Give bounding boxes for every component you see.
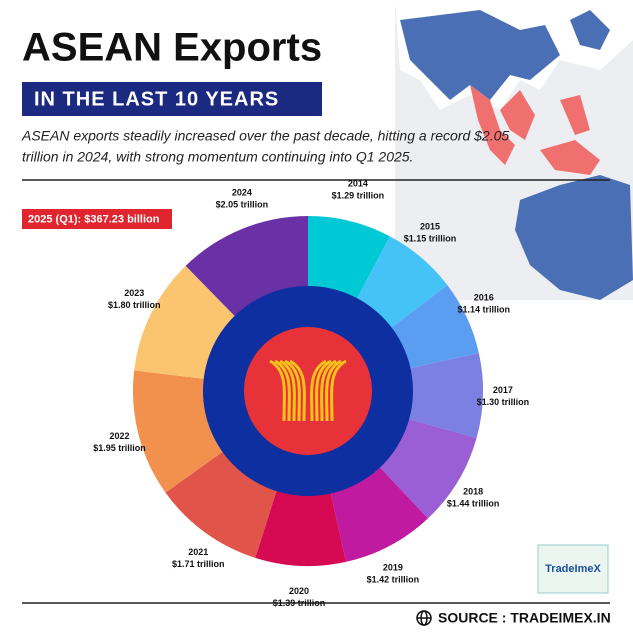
segment-year: 2020 (289, 586, 309, 596)
segment-year: 2017 (493, 385, 513, 395)
segment-value: $1.29 trillion (332, 190, 385, 200)
segment-year: 2024 (232, 188, 252, 198)
segment-value: $1.71 trillion (172, 559, 225, 569)
emblem-stalk (289, 359, 306, 422)
segment-year: 2018 (463, 486, 483, 496)
donut-segment (308, 216, 390, 303)
subtitle-banner (22, 82, 322, 116)
annotation: 2025 (Q1): $367.23 billion (28, 213, 160, 225)
segment-year: 2023 (124, 288, 144, 298)
donut-segment (255, 486, 347, 566)
segment-year: 2021 (188, 547, 208, 557)
donut (132, 216, 483, 566)
donut-segment (404, 352, 483, 438)
emblem-stalk (325, 359, 342, 422)
segment-value: $1.42 trillion (367, 574, 420, 584)
emblem-stalk (284, 359, 301, 422)
emblem-circle (244, 327, 372, 455)
emblem-stalk (320, 359, 337, 422)
donut-segment (132, 370, 227, 493)
emblem-stalk (310, 359, 327, 422)
title: ASEAN Exports (22, 26, 322, 70)
logo-box (537, 544, 609, 594)
emblem-stalk (315, 359, 332, 422)
emblem-stalk (330, 359, 347, 422)
segment-value: $1.30 trillion (477, 397, 530, 407)
donut-segment (354, 236, 448, 331)
annotation-badge (22, 209, 172, 229)
globe-icon (416, 610, 432, 626)
segment-value: $2.05 trillion (216, 200, 269, 210)
description-line-2: trillion in 2024, with strong momentum c… (22, 149, 413, 165)
segment-value: $1.80 trillion (108, 300, 161, 310)
donut-segment (376, 417, 477, 519)
segment-value: $1.15 trillion (404, 234, 457, 244)
segment-value: $1.14 trillion (458, 304, 511, 314)
subtitle: IN THE LAST 10 YEARS (34, 88, 279, 110)
segment-value: $1.95 trillion (93, 443, 146, 453)
map-background (395, 0, 633, 300)
emblem (269, 359, 347, 422)
emblem-stalk (279, 359, 296, 422)
segment-year: 2016 (474, 292, 494, 302)
logo: TradeImeX (545, 563, 601, 575)
segment-value: $1.44 trillion (447, 498, 500, 508)
description-line-1: ASEAN exports steadily increased over th… (21, 128, 509, 144)
donut-segment (387, 285, 479, 370)
segment-year: 2015 (420, 222, 440, 232)
segment-year: 2022 (109, 431, 129, 441)
segment-year: 2014 (348, 178, 368, 188)
donut-segment (329, 463, 428, 562)
segment-year: 2019 (383, 562, 403, 572)
segment-value: $1.39 trillion (273, 598, 326, 608)
emblem-stalk (274, 359, 291, 422)
emblem-stalk (269, 359, 286, 422)
source: SOURCE : TRADEIMEX.IN (438, 610, 611, 626)
